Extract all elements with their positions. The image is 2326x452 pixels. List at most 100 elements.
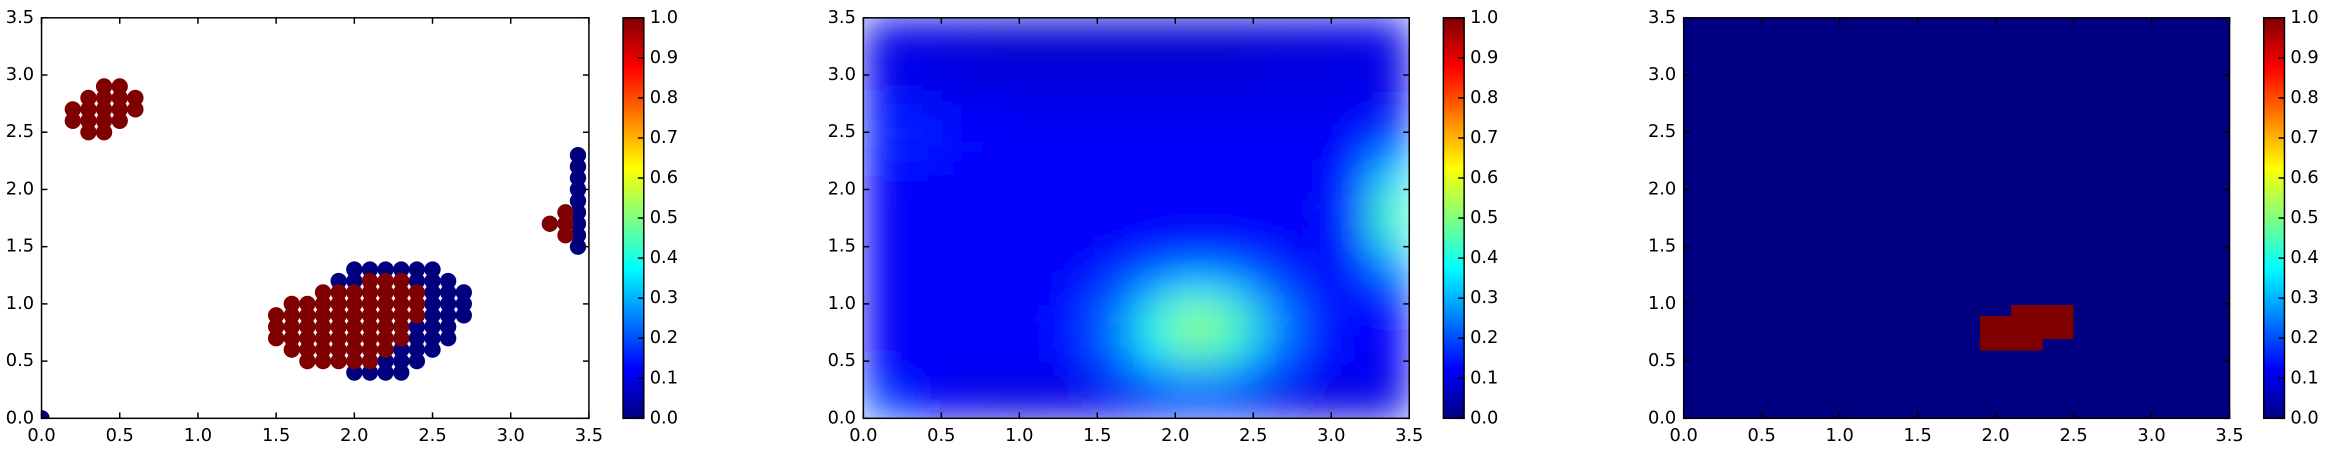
scatter-point xyxy=(557,215,574,232)
heatmap-cell xyxy=(1777,120,1794,134)
heatmap-cell xyxy=(1964,189,1981,202)
heatmap-cell xyxy=(1214,46,1255,76)
heatmap-cell xyxy=(2073,349,2091,362)
heatmap-cell xyxy=(1855,40,1872,54)
x-tick-label: 1.5 xyxy=(1903,425,1931,446)
heatmap-cell xyxy=(1824,246,1841,260)
heatmap-cell xyxy=(2042,63,2059,76)
heatmap-cell xyxy=(1699,361,1716,374)
heatmap-cell xyxy=(1761,349,1779,362)
heatmap-cell xyxy=(2104,338,2122,351)
x-tick-label: 2.5 xyxy=(1239,425,1267,446)
heatmap-cell xyxy=(1746,235,1763,248)
heatmap-cell xyxy=(2198,246,2215,260)
heatmap-cell xyxy=(2058,189,2075,202)
heatmap-cell xyxy=(1683,315,1701,328)
heatmap-cell xyxy=(1214,246,1255,277)
heatmap-cell xyxy=(1980,303,1997,317)
heatmap-cell xyxy=(1058,46,1099,76)
subplot: 0.0 0.5 1.0 1.5 2.0 2.5 3.0 3.50.00.51.01.52.02… xyxy=(1648,7,2319,446)
heatmap-cell xyxy=(1948,338,1966,351)
heatmap-cell xyxy=(2182,40,2200,54)
heatmap-cell xyxy=(2135,178,2153,191)
scatter-point xyxy=(377,295,394,313)
heatmap-cell xyxy=(2026,258,2044,271)
heatmap-cell xyxy=(2011,406,2028,419)
heatmap-cell xyxy=(1902,155,1919,168)
heatmap-cell xyxy=(1714,406,1732,419)
heatmap-cell xyxy=(1746,29,1763,42)
heatmap-cell xyxy=(2120,223,2137,237)
heatmap-cell xyxy=(1933,406,1950,419)
heatmap-cell xyxy=(1917,97,1935,111)
heatmap-cell xyxy=(1175,103,1216,134)
heatmap-cell xyxy=(1761,86,1779,99)
colorbar: 0.00.10.20.30.40.50.60.70.80.91.0 xyxy=(622,7,678,428)
heatmap-cell xyxy=(902,189,943,219)
heatmap-cell xyxy=(1792,75,1810,88)
heatmap-cell xyxy=(2120,63,2137,76)
heatmap-cell xyxy=(1886,361,1903,374)
scatter-point xyxy=(95,78,113,95)
heatmap-cell xyxy=(1839,223,1857,237)
heatmap-cell xyxy=(2058,372,2075,385)
heatmap-cell xyxy=(2058,406,2075,419)
heatmap-cell xyxy=(1886,395,1903,408)
heatmap-cell xyxy=(2167,143,2184,157)
heatmap-cell xyxy=(1824,372,1841,385)
heatmap-cell xyxy=(1331,46,1372,76)
colorbar-tick-label: 0.7 xyxy=(1470,127,1498,148)
x-tick-label: 0.0 xyxy=(27,425,55,446)
heatmap-cell xyxy=(2182,246,2200,260)
scatter-point xyxy=(346,261,363,278)
heatmap-cell xyxy=(2073,395,2091,408)
heatmap-cell xyxy=(1917,338,1935,351)
heatmap-cell xyxy=(1746,63,1763,76)
heatmap-cell xyxy=(2089,212,2106,225)
heatmap-cell xyxy=(1253,332,1294,362)
heatmap-cell xyxy=(1948,315,1966,328)
x-tick-label: 0.5 xyxy=(1748,425,1776,446)
heatmap-cell xyxy=(1019,275,1060,305)
heatmap-cell xyxy=(1886,143,1903,157)
scatter-point xyxy=(440,295,457,313)
heatmap-cell xyxy=(1136,132,1177,162)
heatmap-cell xyxy=(1699,166,1716,179)
heatmap-cell xyxy=(1699,349,1716,362)
heatmap-cell xyxy=(1808,63,1825,76)
heatmap-cell xyxy=(1097,332,1138,362)
scatter-point xyxy=(346,272,363,290)
heatmap-cell xyxy=(1683,212,1701,225)
heatmap-cell xyxy=(1855,189,1872,202)
axes-frame xyxy=(40,17,590,420)
heatmap-cell xyxy=(2026,246,2044,260)
heatmap-cell xyxy=(2026,395,2044,408)
heatmap-cell xyxy=(1886,109,1903,122)
heatmap-cell xyxy=(2167,372,2184,385)
heatmap-cell xyxy=(1964,258,1981,271)
heatmap-cell xyxy=(1683,189,1701,202)
heatmap-cell xyxy=(2104,383,2122,397)
scatter-point xyxy=(569,238,587,255)
heatmap-cell xyxy=(1136,17,1177,48)
heatmap-cell xyxy=(2089,143,2106,157)
scatter-point xyxy=(408,272,426,290)
heatmap-cell xyxy=(1839,212,1857,225)
scatter-point xyxy=(408,318,426,335)
heatmap-cell xyxy=(1824,200,1841,214)
heatmap-cell xyxy=(1902,395,1919,408)
heatmap-cell xyxy=(1777,143,1794,157)
heatmap-cell xyxy=(2198,166,2215,179)
heatmap-cell xyxy=(2213,178,2230,191)
heatmap-cell xyxy=(1917,200,1935,214)
heatmap-cell xyxy=(1792,52,1810,65)
heatmap-cell xyxy=(2011,75,2028,88)
heatmap-cell xyxy=(1870,120,1888,134)
heatmap-cell xyxy=(2120,132,2137,145)
scatter-point xyxy=(330,307,347,324)
heatmap-cell xyxy=(2135,372,2153,385)
heatmap-cell xyxy=(1839,326,1857,340)
heatmap-cell xyxy=(1214,389,1255,419)
heatmap-cell xyxy=(1292,103,1333,134)
heatmap-cell xyxy=(2198,338,2215,351)
